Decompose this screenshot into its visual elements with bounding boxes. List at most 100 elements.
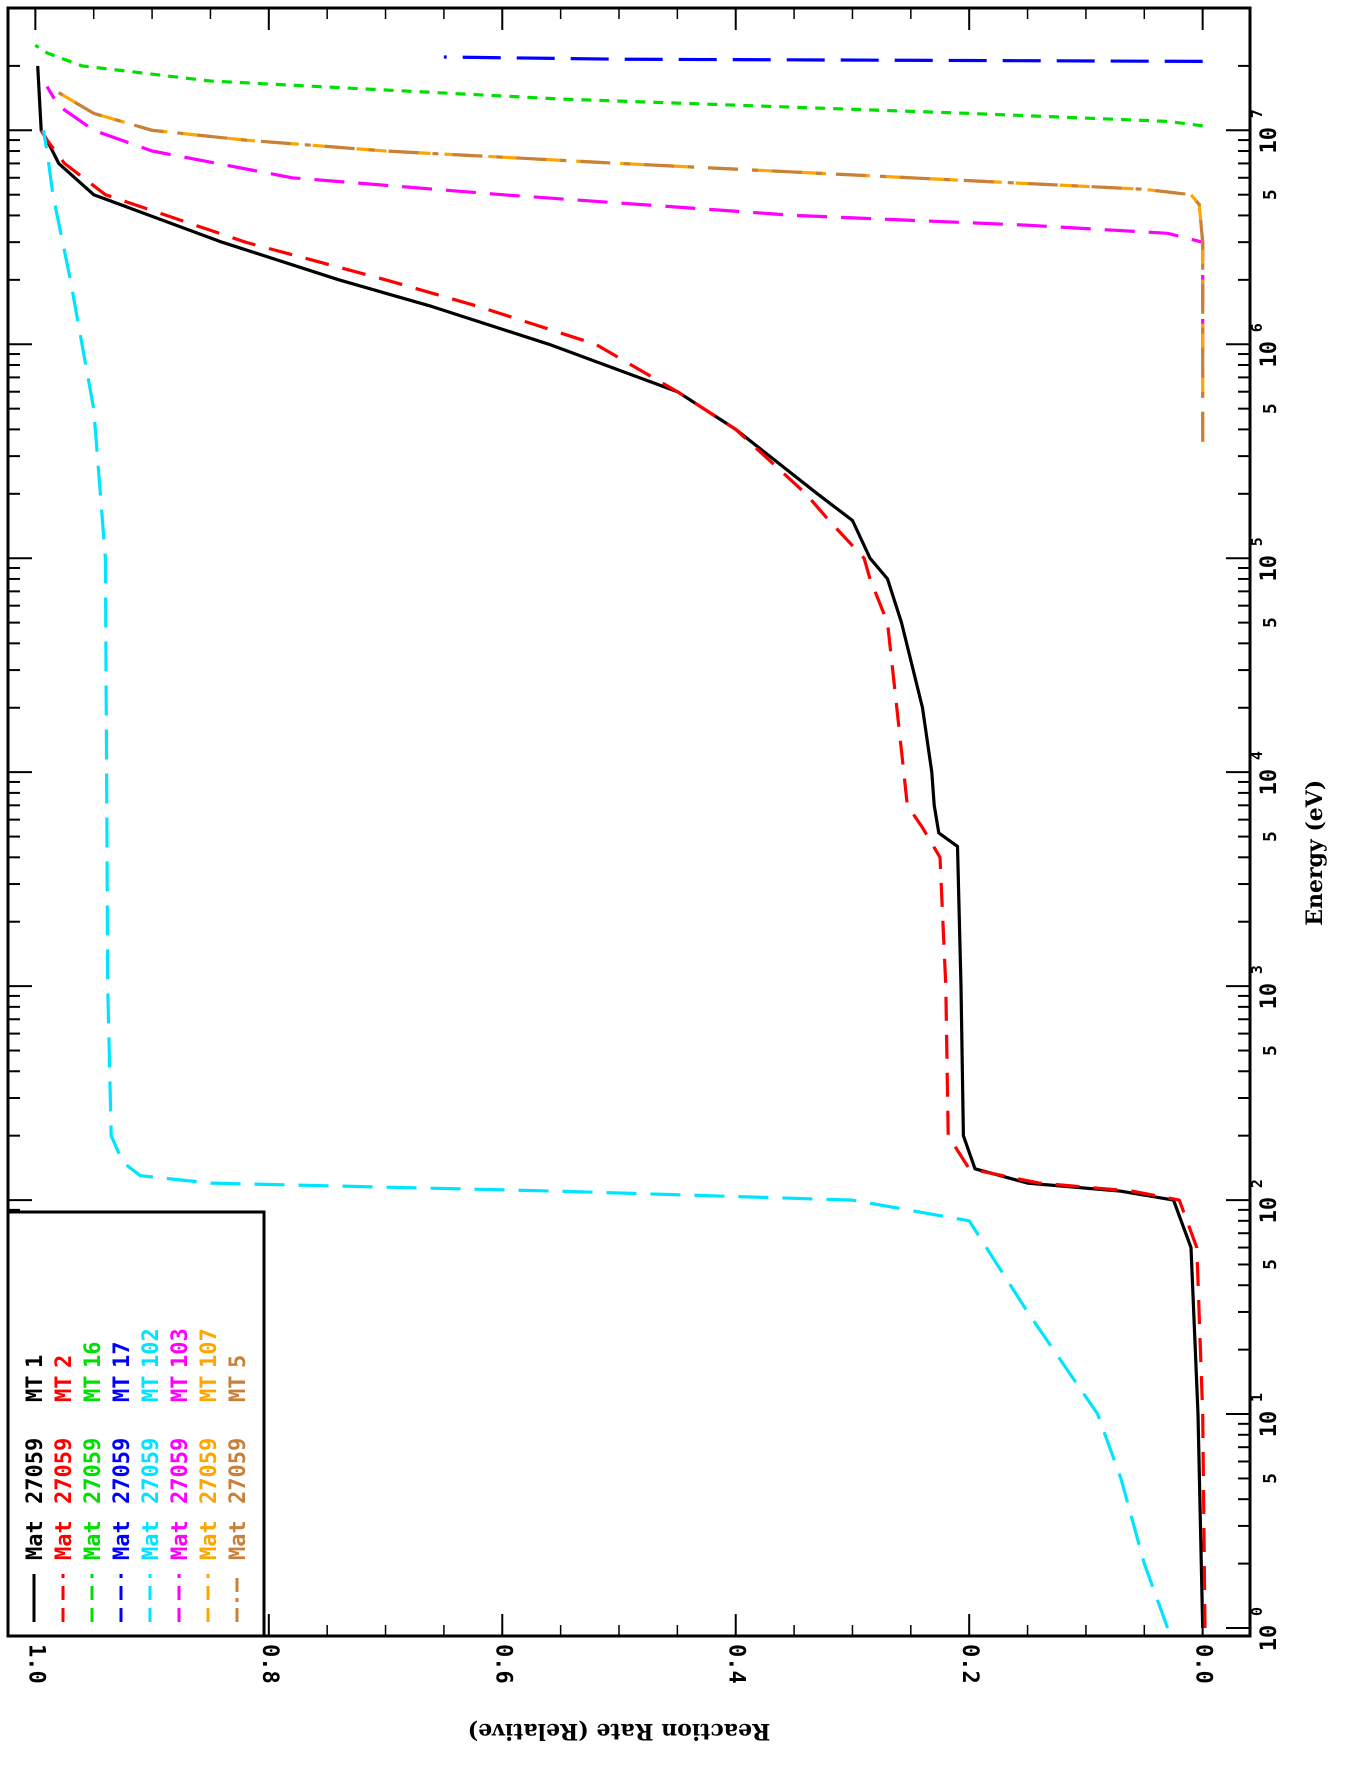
legend-label: 27059: [110, 1438, 135, 1504]
series-line-mt-103: [45, 85, 1205, 349]
legend-label: 102: [139, 1328, 164, 1368]
series-line-mt-102: [41, 130, 1170, 1629]
x-minor-tick-label: 5: [1260, 617, 1281, 628]
series-line-mt-17: [443, 55, 1203, 63]
x-tick-label-exp: 1: [1248, 1393, 1266, 1402]
x-tick-label-exp: 2: [1248, 1179, 1266, 1188]
legend-label: MT: [52, 1376, 77, 1403]
legend-label: 107: [197, 1328, 222, 1368]
x-tick-label-base: 10: [1257, 1411, 1282, 1438]
x-tick-label-group: 10 4: [1248, 751, 1282, 795]
x-minor-label-group: 5: [1260, 403, 1281, 414]
x-tick-label-group: 10 1: [1248, 1393, 1282, 1437]
series-group: [34, 43, 1207, 1629]
x-tick-label-group: 10 2: [1248, 1179, 1282, 1223]
legend-entry-group: Mat 27059 MT 103: [168, 1328, 193, 1560]
legend-label: Mat: [168, 1520, 193, 1560]
legend-label: 27059: [81, 1438, 106, 1504]
legend-label: 27059: [139, 1438, 164, 1504]
legend-label: 1: [23, 1355, 48, 1368]
y-tick-label-group: 0.0: [1191, 1644, 1216, 1684]
x-tick-label-group: 10 5: [1248, 537, 1282, 581]
x-minor-label-group: 5: [1260, 831, 1281, 842]
x-tick-label-exp: 0: [1248, 1607, 1266, 1616]
series-line-mt-107: [57, 91, 1205, 442]
legend-label: Mat: [81, 1520, 106, 1560]
legend-label: Mat: [197, 1520, 222, 1560]
x-tick-label-exp: 5: [1248, 537, 1266, 546]
x-tick-label-exp: 6: [1248, 323, 1266, 332]
legend-entry-group: Mat 27059 MT 16: [81, 1342, 106, 1561]
x-tick-label-base: 10: [1257, 555, 1282, 582]
legend-label: Mat: [52, 1520, 77, 1560]
legend-entry-group: Mat 27059 MT 2: [52, 1355, 77, 1560]
legend-label: 5: [226, 1355, 251, 1368]
legend-label: MT: [139, 1376, 164, 1403]
y-tick-label-group: 0.6: [490, 1644, 515, 1684]
legend-box: [6, 1210, 266, 1638]
x-tick-label-base: 10: [1257, 1625, 1282, 1652]
legend-label: 2: [52, 1355, 77, 1368]
x-tick-label-base: 10: [1257, 1197, 1282, 1224]
x-tick-label-group: 10 3: [1248, 965, 1282, 1009]
series-line-mt-5: [57, 91, 1205, 442]
x-minor-label-group: 5: [1260, 1259, 1281, 1270]
x-tick-label-base: 10: [1257, 769, 1282, 796]
y-tick-label-group: 0.4: [724, 1644, 749, 1684]
y-tick-label: 0.6: [490, 1644, 515, 1684]
series-line-mt-2: [39, 129, 1207, 1629]
y-tick-label: 1.0: [23, 1644, 48, 1684]
legend-entry-group: Mat 27059 MT 1: [23, 1355, 48, 1560]
legend-label: 27059: [52, 1438, 77, 1504]
legend-label: MT: [197, 1376, 222, 1403]
legend-entry-group: Mat 27059 MT 102: [139, 1328, 164, 1560]
legend-label: Mat: [23, 1520, 48, 1560]
x-minor-tick-label: 5: [1260, 1045, 1281, 1056]
y-tick-label-group: 0.2: [957, 1644, 982, 1684]
legend-label: Mat: [226, 1520, 251, 1560]
x-minor-tick-label: 5: [1260, 189, 1281, 200]
legend-label: MT: [168, 1376, 193, 1403]
x-axis-label: Energy (eV): [1302, 780, 1328, 926]
y-tick-label-group: 1.0: [23, 1644, 48, 1684]
legend-label: 27059: [23, 1438, 48, 1504]
y-tick-label: 0.2: [957, 1644, 982, 1684]
legend-entry-group: Mat 27059 MT 5: [226, 1355, 251, 1560]
y-tick-label: 0.8: [257, 1644, 282, 1684]
x-tick-label-exp: 3: [1248, 965, 1266, 974]
legend-label: MT: [81, 1376, 106, 1403]
legend-label: 27059: [197, 1438, 222, 1504]
x-minor-label-group: 5: [1260, 1473, 1281, 1484]
x-tick-label-group: 10 0: [1248, 1607, 1282, 1651]
legend-label: MT: [110, 1376, 135, 1403]
legend-label: Mat: [110, 1520, 135, 1560]
x-tick-label-group: 10 7: [1248, 109, 1282, 153]
x-tick-label-base: 10: [1257, 127, 1282, 154]
x-tick-label-base: 10: [1257, 983, 1282, 1010]
x-minor-tick-label: 5: [1260, 403, 1281, 414]
x-tick-label-exp: 7: [1248, 109, 1266, 118]
x-tick-label-base: 10: [1257, 341, 1282, 368]
x-minor-tick-label: 5: [1260, 1259, 1281, 1270]
y-tick-label-group: 0.8: [257, 1644, 282, 1684]
series-line-mt-16: [34, 43, 1203, 128]
legend-label: 27059: [168, 1438, 193, 1504]
legend-label: MT: [226, 1376, 251, 1403]
x-minor-label-group: 5: [1260, 1045, 1281, 1056]
x-tick-label-exp: 4: [1248, 751, 1266, 760]
legend-entry-group: Mat 27059 MT 17: [110, 1342, 135, 1561]
legend-label: 27059: [226, 1438, 251, 1504]
x-minor-tick-label: 5: [1260, 1473, 1281, 1484]
legend-entry-group: Mat 27059 MT 107: [197, 1328, 222, 1560]
x-minor-label-group: 5: [1260, 189, 1281, 200]
y-tick-label: 0.0: [1191, 1644, 1216, 1684]
legend-label: 103: [168, 1328, 193, 1368]
legend-label: MT: [23, 1376, 48, 1403]
y-tick-label: 0.4: [724, 1644, 749, 1684]
series-line-mt-1: [36, 65, 1205, 1629]
x-minor-label-group: 5: [1260, 617, 1281, 628]
legend-label: 17: [110, 1342, 135, 1369]
y-axis-label: Reaction Rate (Relative): [468, 1718, 771, 1744]
